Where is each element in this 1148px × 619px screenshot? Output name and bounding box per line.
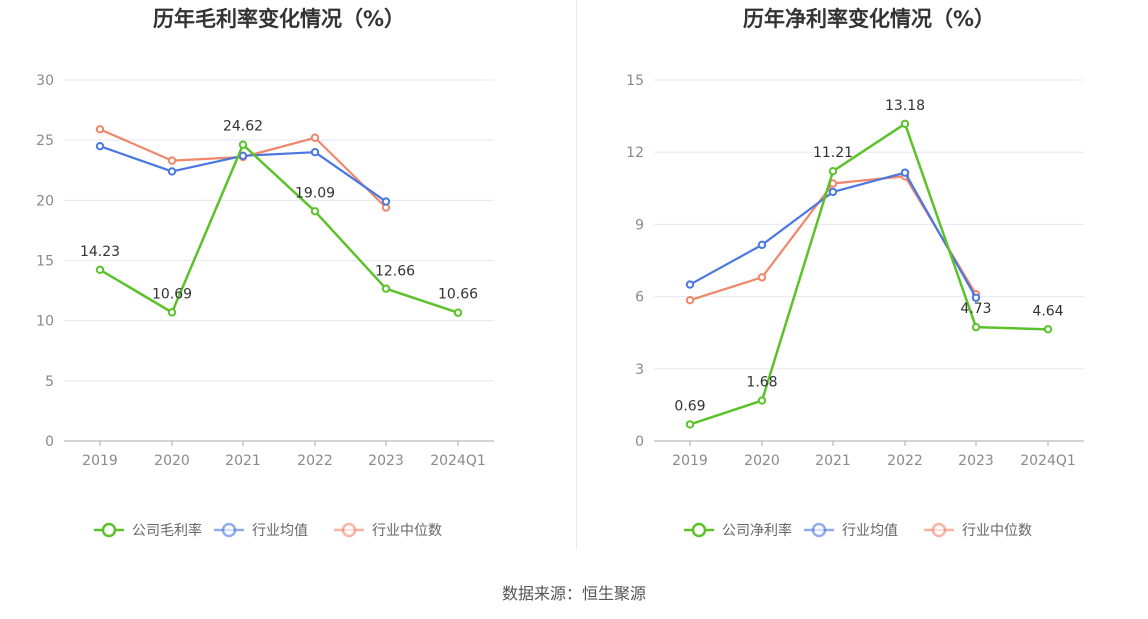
data-point-industry_avg [167, 167, 177, 176]
data-label: 13.18 [885, 98, 925, 114]
y-tick-label: 6 [635, 290, 644, 306]
data-point-company [238, 140, 248, 149]
x-tick-label: 2021 [815, 453, 851, 469]
x-tick-label: 2022 [887, 453, 923, 469]
data-point-industry_avg [238, 151, 248, 161]
data-label: 14.23 [80, 244, 120, 260]
legend-item-industry_median: 行业中位数 [924, 522, 1032, 539]
x-tick-label: 2024Q1 [430, 453, 486, 469]
data-point-industry_avg [685, 280, 695, 289]
legend-item-company: 公司净利率 [684, 522, 792, 539]
data-point-company [1043, 325, 1053, 334]
legend-item-company: 公司毛利率 [94, 522, 202, 539]
data-point-company [757, 396, 767, 405]
data-point-industry_median [685, 296, 695, 305]
y-tick-label: 15 [36, 254, 54, 270]
data-point-company [167, 308, 177, 317]
x-tick-label: 2020 [154, 453, 190, 469]
series-line-company [99, 143, 459, 314]
legend-label: 公司净利率 [722, 522, 792, 539]
panel-divider [576, 0, 577, 550]
y-tick-label: 0 [45, 434, 54, 450]
series-line-company [689, 122, 1049, 426]
chart-panel-2: 历年净利率变化情况（%） 0 3 6 9 12 15 2019 2020 2021 2022 2023… [626, 7, 1084, 539]
y-tick-label: 30 [36, 73, 54, 89]
y-tick-label: 9 [635, 217, 644, 233]
chart-title: 历年毛利率变化情况（%） [153, 7, 405, 31]
x-tick-label: 2019 [82, 453, 118, 469]
legend-item-industry_median: 行业中位数 [334, 522, 442, 539]
data-label: 11.21 [813, 145, 853, 161]
y-tick-label: 15 [626, 73, 644, 89]
data-label: 12.66 [375, 264, 415, 280]
data-point-industry_median [95, 125, 105, 134]
data-point-industry_median [167, 156, 177, 165]
legend-item-industry_avg: 行业均值 [214, 522, 308, 539]
data-point-industry_avg [900, 168, 910, 177]
legend-marker [101, 522, 117, 538]
data-point-industry_avg [381, 197, 391, 206]
data-point-industry_avg [971, 293, 981, 303]
data-label: 4.64 [1032, 303, 1063, 319]
x-tick-label: 2019 [672, 453, 708, 469]
legend-label: 行业均值 [252, 523, 308, 539]
legend-marker [341, 522, 357, 538]
data-label: 24.62 [223, 119, 263, 135]
data-point-company [310, 207, 320, 216]
data-point-company [453, 308, 463, 317]
data-point-company [828, 167, 838, 176]
data-point-company [685, 420, 695, 429]
data-label: 4.73 [960, 301, 991, 317]
legend-label: 行业中位数 [372, 523, 442, 539]
chart-panel-1: 历年毛利率变化情况（%） 0 5 10 15 20 25 30 2019 2020 2021 2022… [36, 7, 494, 539]
y-tick-label: 5 [45, 374, 54, 390]
y-tick-label: 25 [36, 133, 54, 149]
data-point-industry_median [757, 273, 767, 282]
data-point-company [381, 284, 391, 293]
x-tick-label: 2022 [297, 453, 333, 469]
legend-item-industry_avg: 行业均值 [804, 522, 898, 539]
data-label: 0.69 [674, 398, 705, 414]
data-point-industry_avg [310, 148, 320, 157]
data-label: 10.69 [152, 286, 192, 302]
y-tick-label: 0 [635, 434, 644, 450]
data-label: 1.68 [746, 375, 777, 391]
data-source-label: 数据来源：恒生聚源 [501, 584, 646, 603]
data-point-industry_avg [95, 141, 105, 151]
legend-marker [221, 522, 237, 538]
x-tick-label: 2023 [958, 453, 994, 469]
legend-label: 行业均值 [842, 523, 898, 539]
legend-label: 公司毛利率 [132, 522, 202, 539]
legend-label: 行业中位数 [962, 523, 1032, 539]
data-label: 19.09 [295, 185, 335, 201]
y-tick-label: 12 [626, 145, 644, 161]
data-point-industry_median [310, 133, 320, 142]
data-point-industry_avg [757, 240, 767, 250]
data-point-company [900, 119, 910, 129]
data-point-industry_avg [828, 187, 838, 197]
legend-marker [691, 522, 707, 538]
x-tick-label: 2024Q1 [1020, 453, 1076, 469]
y-tick-label: 3 [635, 362, 644, 378]
data-point-company [95, 265, 105, 274]
y-tick-label: 10 [36, 314, 54, 330]
x-tick-label: 2020 [744, 453, 780, 469]
data-point-company [971, 322, 981, 332]
y-tick-label: 20 [36, 193, 54, 209]
data-label: 10.66 [438, 287, 478, 303]
legend-marker [931, 522, 947, 538]
legend-marker [811, 522, 827, 538]
chart-title: 历年净利率变化情况（%） [743, 7, 995, 31]
x-tick-label: 2021 [225, 453, 261, 469]
x-tick-label: 2023 [368, 453, 404, 469]
